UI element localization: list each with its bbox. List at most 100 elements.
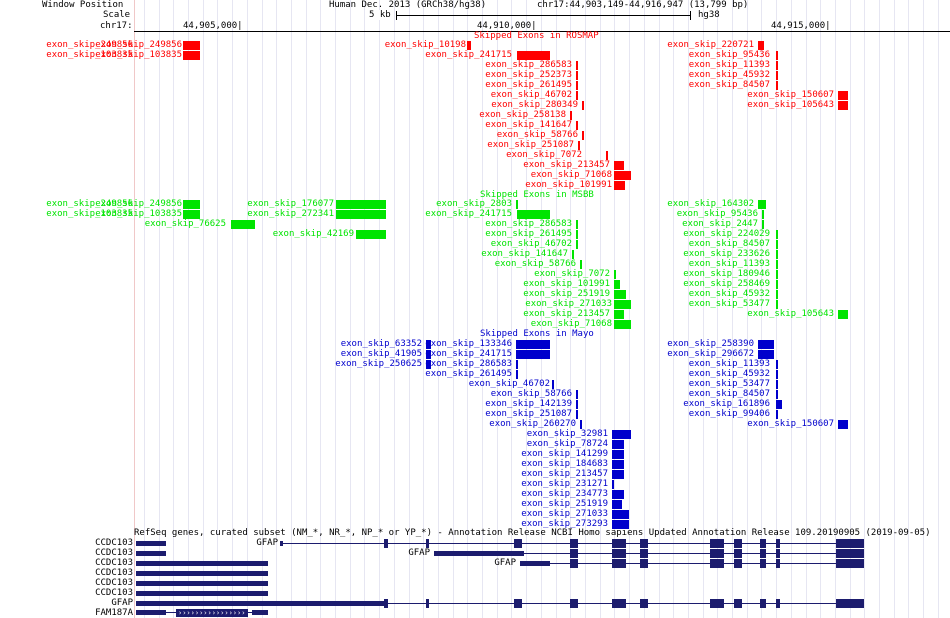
mayo-feature-label[interactable]: exon_skip_286583 <box>425 359 512 369</box>
mayo-feature-label[interactable]: exon_skip_133346 <box>425 339 512 349</box>
mayo-feature-block[interactable] <box>758 350 774 359</box>
msbb-feature-label[interactable]: exon_skip_251919 <box>523 289 610 299</box>
mayo-feature-block[interactable] <box>576 410 578 419</box>
mayo-feature-label[interactable]: exon_skip_261495 <box>425 369 512 379</box>
rosmap-feature-label[interactable]: exon_skip_105643 <box>747 100 834 110</box>
rosmap-feature-label[interactable]: exon_skip_241715 <box>425 50 512 60</box>
gene-exon[interactable] <box>426 599 429 608</box>
rosmap-feature-label[interactable]: exon_skip_252373 <box>485 70 572 80</box>
rosmap-feature-label[interactable]: exon_skip_258138 <box>479 110 566 120</box>
mayo-feature-label[interactable]: exon_skip_41905 <box>340 349 422 359</box>
rosmap-feature-label[interactable]: exon_skip_11393 <box>688 60 770 70</box>
mayo-feature-label[interactable]: exon_skip_271033 <box>521 509 608 519</box>
mayo-feature-label[interactable]: exon_skip_45932 <box>688 369 770 379</box>
msbb-feature-label[interactable]: exon_skip_105643 <box>747 309 834 319</box>
mayo-feature-label[interactable]: exon_skip_141299 <box>521 449 608 459</box>
gene-exon[interactable] <box>640 599 648 608</box>
mayo-feature-block[interactable] <box>612 470 624 479</box>
mayo-feature-block[interactable] <box>776 400 782 409</box>
mayo-feature-block[interactable] <box>612 460 624 469</box>
rosmap-feature-label[interactable]: exon_skip_10198 <box>384 40 466 50</box>
msbb-feature-label[interactable]: exon_skip_249856 <box>95 199 182 209</box>
mayo-feature-block[interactable] <box>612 520 629 529</box>
gene-exon[interactable] <box>710 549 724 558</box>
mayo-feature-block[interactable] <box>776 360 778 369</box>
gene-exon[interactable] <box>612 549 626 558</box>
rosmap-feature-block[interactable] <box>758 41 764 50</box>
mayo-feature-label[interactable]: exon_skip_260270 <box>489 419 576 429</box>
gene-exon[interactable] <box>734 539 742 548</box>
gene-exon[interactable] <box>760 549 766 558</box>
mayo-feature-label[interactable]: exon_skip_99406 <box>688 409 770 419</box>
refseq-side-label[interactable]: CCDC103 <box>95 558 133 568</box>
msbb-feature-block[interactable] <box>776 260 778 269</box>
mayo-feature-label[interactable]: exon_skip_53477 <box>688 379 770 389</box>
msbb-feature-label[interactable]: exon_skip_213457 <box>523 309 610 319</box>
rosmap-track-title[interactable]: Skipped Exons in ROSMAP <box>474 31 599 41</box>
gene-exon[interactable] <box>734 549 742 558</box>
refseq-side-label[interactable]: CCDC103 <box>95 538 133 548</box>
mayo-feature-block[interactable] <box>838 420 848 429</box>
msbb-feature-block[interactable] <box>776 290 778 299</box>
msbb-feature-block[interactable] <box>183 210 200 219</box>
gene-exon[interactable] <box>570 539 578 548</box>
msbb-feature-label[interactable]: exon_skip_176077 <box>247 199 334 209</box>
rosmap-feature-label[interactable]: exon_skip_71068 <box>530 170 612 180</box>
msbb-feature-block[interactable] <box>576 220 578 229</box>
msbb-feature-block[interactable] <box>762 220 764 229</box>
msbb-feature-block[interactable] <box>572 250 574 259</box>
rosmap-feature-label[interactable]: exon_skip_95436 <box>688 50 770 60</box>
msbb-feature-label[interactable]: exon_skip_241715 <box>425 209 512 219</box>
rosmap-feature-label[interactable]: exon_skip_280349 <box>491 100 578 110</box>
mayo-feature-block[interactable] <box>612 510 629 519</box>
rosmap-feature-block[interactable] <box>578 141 580 150</box>
mayo-feature-label[interactable]: exon_skip_142139 <box>485 399 572 409</box>
mayo-feature-label[interactable]: exon_skip_32981 <box>526 429 608 439</box>
rosmap-feature-block[interactable] <box>576 121 578 130</box>
rosmap-feature-label[interactable]: exon_skip_249856 <box>95 40 182 50</box>
rosmap-feature-label[interactable]: exon_skip_58766 <box>496 130 578 140</box>
mayo-feature-block[interactable] <box>516 370 518 379</box>
rosmap-feature-label[interactable]: exon_skip_141647 <box>485 120 572 130</box>
msbb-feature-label[interactable]: exon_skip_103835 <box>95 209 182 219</box>
msbb-feature-block[interactable] <box>516 200 518 209</box>
rosmap-feature-label[interactable]: exon_skip_251087 <box>487 140 574 150</box>
mayo-feature-label[interactable]: exon_skip_63352 <box>340 339 422 349</box>
rosmap-feature-block[interactable] <box>467 41 471 50</box>
mayo-feature-block[interactable] <box>612 430 631 439</box>
msbb-feature-label[interactable]: exon_skip_258469 <box>683 279 770 289</box>
gene-exon[interactable] <box>612 599 626 608</box>
gene-inline-label[interactable]: GFAP <box>408 548 430 558</box>
rosmap-feature-label[interactable]: exon_skip_84507 <box>688 80 770 90</box>
rosmap-feature-label[interactable]: exon_skip_286583 <box>485 60 572 70</box>
ccdc103-exon[interactable] <box>136 551 166 556</box>
mayo-feature-block[interactable] <box>426 350 431 359</box>
msbb-feature-label[interactable]: exon_skip_180946 <box>683 269 770 279</box>
rosmap-feature-block[interactable] <box>582 101 584 110</box>
gene-exon[interactable] <box>570 559 578 568</box>
mayo-feature-label[interactable]: exon_skip_296672 <box>667 349 754 359</box>
mayo-feature-label[interactable]: exon_skip_251087 <box>485 409 572 419</box>
mayo-feature-block[interactable] <box>612 490 624 499</box>
gene-exon[interactable] <box>136 601 384 606</box>
mayo-feature-label[interactable]: exon_skip_46702 <box>468 379 550 389</box>
msbb-feature-label[interactable]: exon_skip_71068 <box>530 319 612 329</box>
mayo-feature-label[interactable]: exon_skip_161896 <box>683 399 770 409</box>
msbb-feature-block[interactable] <box>517 210 550 219</box>
rosmap-feature-block[interactable] <box>606 151 608 160</box>
rosmap-feature-block[interactable] <box>776 61 778 70</box>
mayo-feature-block[interactable] <box>426 360 431 369</box>
fam187a-exon[interactable] <box>252 610 268 615</box>
msbb-feature-block[interactable] <box>580 260 582 269</box>
msbb-feature-block[interactable] <box>183 200 200 209</box>
mayo-feature-label[interactable]: exon_skip_184683 <box>521 459 608 469</box>
rosmap-feature-block[interactable] <box>776 51 778 60</box>
msbb-feature-block[interactable] <box>614 290 626 299</box>
mayo-feature-block[interactable] <box>758 340 774 349</box>
rosmap-feature-block[interactable] <box>776 71 778 80</box>
msbb-feature-label[interactable]: exon_skip_2447 <box>682 219 758 229</box>
mayo-feature-label[interactable]: exon_skip_258390 <box>667 339 754 349</box>
msbb-feature-label[interactable]: exon_skip_261495 <box>485 229 572 239</box>
mayo-feature-label[interactable]: exon_skip_250625 <box>335 359 422 369</box>
mayo-feature-block[interactable] <box>612 480 614 489</box>
